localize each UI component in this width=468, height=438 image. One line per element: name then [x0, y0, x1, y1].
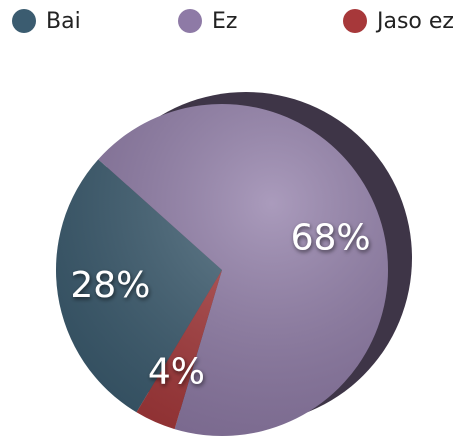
legend-label: Ez: [212, 9, 237, 34]
legend-label: Bai: [46, 9, 81, 34]
legend: Bai Ez Jaso ez: [12, 9, 454, 34]
legend-marker: [178, 9, 202, 33]
legend-marker: [12, 9, 36, 33]
legend-label: Jaso ez: [375, 9, 454, 34]
labels: 28% 68% 4%: [70, 217, 370, 392]
slice-label: 68%: [291, 217, 371, 258]
legend-marker: [343, 9, 367, 33]
slice-label: 4%: [148, 351, 205, 392]
slice-label: 28%: [70, 265, 150, 306]
